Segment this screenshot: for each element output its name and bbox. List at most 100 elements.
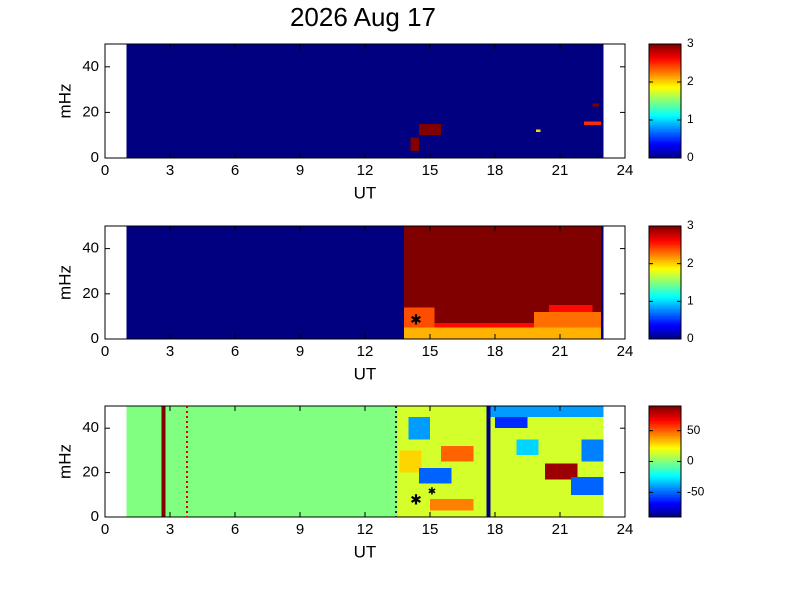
- colorbar-swatch: [649, 321, 681, 324]
- x-tick-label: 18: [487, 521, 504, 538]
- colorbar-swatch: [649, 331, 681, 335]
- colorbar-swatch: [649, 497, 681, 501]
- colorbar-swatch: [649, 252, 681, 255]
- colorbar-swatch: [649, 433, 681, 437]
- marker: ✱: [410, 492, 422, 508]
- colorbar-swatch: [649, 226, 681, 229]
- colorbar-swatch: [649, 511, 681, 515]
- colorbar-swatch: [649, 92, 681, 95]
- colorbar-swatch: [649, 54, 681, 58]
- colorbar-swatch: [649, 231, 681, 234]
- colorbar-swatch: [649, 129, 681, 132]
- heatmap-cell: [549, 305, 593, 312]
- colorbar-swatch: [649, 229, 681, 232]
- colorbar-swatch: [649, 326, 681, 330]
- colorbar-swatch: [649, 257, 681, 261]
- colorbar-swatch: [649, 106, 681, 109]
- colorbar-swatch: [649, 312, 681, 315]
- colorbar-swatch: [649, 248, 681, 252]
- colorbar-swatch: [649, 468, 681, 471]
- x-tick-label: 0: [101, 343, 109, 360]
- colorbar-swatch: [649, 122, 681, 125]
- heatmap-cell: [534, 311, 602, 328]
- colorbar-swatch: [649, 256, 681, 259]
- colorbar-swatch: [649, 68, 681, 72]
- colorbar-swatch: [649, 513, 681, 516]
- colorbar-swatch: [649, 454, 681, 457]
- x-axis-label: UT: [354, 364, 377, 383]
- heatmap-cell: [516, 439, 539, 455]
- y-tick-label: 0: [91, 149, 99, 166]
- y-tick-label: 0: [91, 508, 99, 525]
- colorbar-swatch: [649, 499, 681, 502]
- colorbar-swatch: [649, 245, 681, 248]
- colorbar-swatch: [649, 445, 681, 449]
- colorbar-tick-label: 0: [687, 454, 694, 468]
- colorbar-swatch: [649, 99, 681, 102]
- colorbar-swatch: [649, 330, 681, 333]
- colorbar-swatch: [649, 294, 681, 298]
- colorbar-swatch: [649, 234, 681, 238]
- colorbar-swatch: [649, 61, 681, 65]
- colorbar-swatch: [649, 451, 681, 454]
- colorbar-swatch: [649, 145, 681, 148]
- colorbar-swatch: [649, 131, 681, 134]
- x-tick-label: 6: [231, 343, 239, 360]
- colorbar-swatch: [649, 74, 681, 77]
- colorbar-swatch: [649, 510, 681, 513]
- x-axis-label: UT: [354, 542, 377, 561]
- colorbar-swatch: [649, 70, 681, 74]
- colorbar-swatch: [649, 149, 681, 152]
- colorbar-swatch: [649, 473, 681, 476]
- colorbar-swatch: [649, 60, 681, 63]
- colorbar-swatch: [649, 466, 681, 470]
- colorbar-swatch: [649, 118, 681, 122]
- colorbar-swatch: [649, 464, 681, 468]
- x-tick-label: 3: [166, 162, 174, 179]
- colorbar-swatch: [649, 515, 681, 518]
- colorbar-swatch: [649, 463, 681, 466]
- x-tick-label: 21: [552, 343, 569, 360]
- colorbar-swatch: [649, 489, 681, 492]
- colorbar-swatch: [649, 268, 681, 271]
- colorbar-swatch: [649, 271, 681, 275]
- colorbar-swatch: [649, 125, 681, 129]
- colorbar-swatch: [649, 63, 681, 66]
- heatmap-cell: [434, 323, 534, 328]
- x-tick-label: 15: [422, 162, 439, 179]
- colorbar-swatch: [649, 423, 681, 426]
- colorbar-swatch: [649, 261, 681, 264]
- x-tick-label: 18: [487, 162, 504, 179]
- colorbar-swatch: [649, 56, 681, 59]
- colorbar-swatch: [649, 280, 681, 284]
- y-tick-label: 40: [82, 58, 99, 75]
- colorbar-swatch: [649, 323, 681, 326]
- colorbar-swatch: [649, 67, 681, 70]
- colorbar-swatch: [649, 409, 681, 412]
- colorbar-swatch: [649, 296, 681, 299]
- colorbar-swatch: [649, 79, 681, 83]
- colorbar-swatch: [649, 44, 681, 47]
- colorbar-swatch: [649, 76, 681, 79]
- colorbar-swatch: [649, 319, 681, 322]
- colorbar-swatch: [649, 508, 681, 511]
- heatmap-cell: [404, 327, 602, 339]
- colorbar-swatch: [649, 407, 681, 411]
- colorbar-swatch: [649, 307, 681, 310]
- x-tick-label: 0: [101, 521, 109, 538]
- y-tick-label: 40: [82, 240, 99, 257]
- x-tick-label: 18: [487, 343, 504, 360]
- colorbar-box: [648, 43, 682, 159]
- colorbar-swatch: [649, 227, 681, 231]
- colorbar-swatch: [649, 236, 681, 239]
- colorbar-swatch: [649, 305, 681, 308]
- colorbar-swatch: [649, 278, 681, 282]
- heatmap-cell: [544, 463, 578, 480]
- colorbar-swatch: [649, 447, 681, 450]
- colorbar-tick-label: -50: [687, 485, 705, 499]
- colorbar-swatch: [649, 138, 681, 141]
- colorbar-swatch: [649, 140, 681, 143]
- figure-title: 2026 Aug 17: [290, 2, 436, 32]
- colorbar-swatch: [649, 286, 681, 289]
